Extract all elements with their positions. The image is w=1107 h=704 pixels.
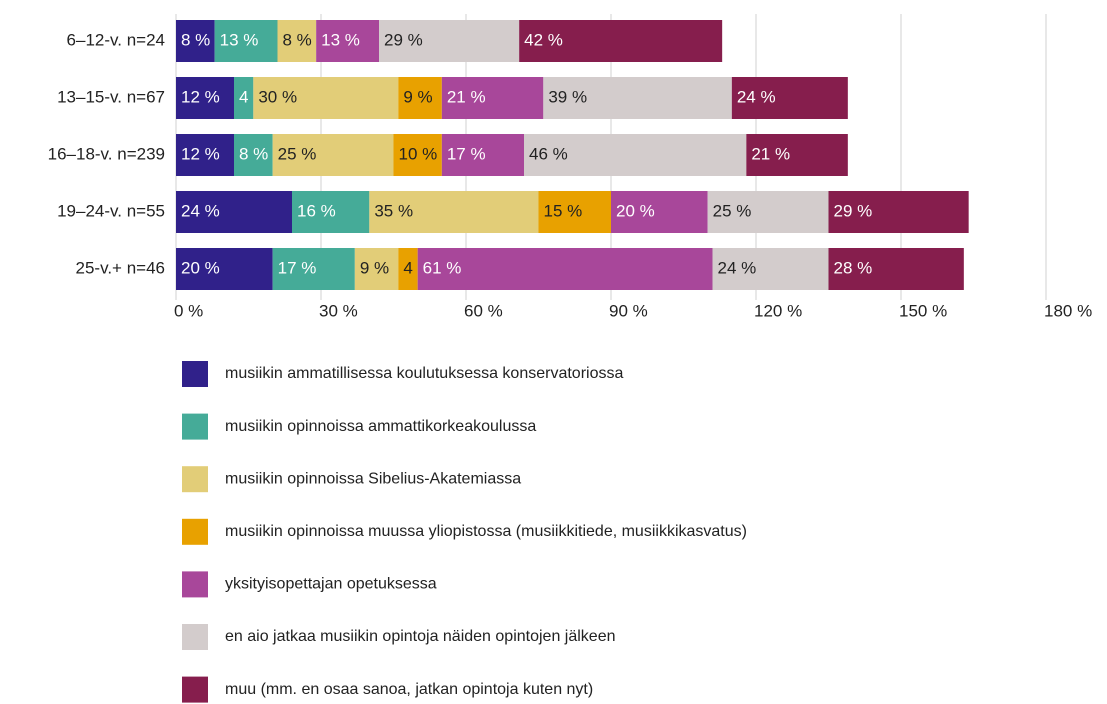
data-label: 12 % (181, 87, 220, 106)
data-label: 21 % (447, 87, 486, 106)
data-label: 25 % (278, 144, 317, 163)
bar-segment (176, 134, 234, 176)
y-tick-label: 13–15-v. n=67 (57, 87, 165, 106)
data-label: 8 % (181, 30, 210, 49)
legend-swatch (182, 518, 208, 545)
bar-segment (176, 77, 234, 119)
data-label: 24 % (737, 87, 776, 106)
bar-segment (272, 248, 355, 290)
bar-segment (538, 191, 611, 233)
data-label: 8 % (239, 144, 268, 163)
data-label: 29 % (834, 201, 873, 220)
bar-segment (611, 191, 708, 233)
bar-segment (214, 20, 278, 62)
y-tick-label: 16–18-v. n=239 (48, 144, 165, 163)
legend-label: yksityisopettajan opetuksessa (225, 576, 437, 593)
data-label: 25 % (713, 201, 752, 220)
bar-segment (707, 191, 829, 233)
data-label: 9 % (360, 258, 389, 277)
bar-segment (292, 191, 370, 233)
bar-segment (731, 77, 848, 119)
y-tick-label: 19–24-v. n=55 (57, 201, 165, 220)
data-label: 21 % (751, 144, 790, 163)
bar-segment (828, 191, 969, 233)
bar-segment (417, 248, 713, 290)
data-label: 24 % (181, 201, 220, 220)
y-tick-label: 6–12-v. n=24 (67, 30, 165, 49)
bar-segment (441, 77, 544, 119)
bar-segment (354, 248, 399, 290)
legend-swatch (182, 624, 208, 650)
bar-segment (379, 20, 520, 62)
legend-label: muu (mm. en osaa sanoa, jatkan opintoja … (225, 681, 593, 698)
legend-label: musiikin opinnoissa ammattikorkeakouluss… (225, 418, 536, 435)
bar-segment (272, 134, 394, 176)
legend-label: en aio jatkaa musiikin opintoja näiden o… (225, 628, 616, 645)
bar-segment (253, 77, 399, 119)
data-label: 17 % (447, 144, 486, 163)
bar-segment (746, 134, 848, 176)
data-label: 10 % (399, 144, 438, 163)
bar-segment (369, 191, 539, 233)
data-label: 16 % (297, 201, 336, 220)
data-label: 15 % (544, 201, 583, 220)
x-tick-label: 120 % (754, 301, 802, 320)
bar-segment (234, 134, 273, 176)
bar-segment (398, 248, 418, 290)
legend-swatch (182, 466, 208, 493)
bar-segment (524, 134, 747, 176)
data-label: 12 % (181, 144, 220, 163)
legend-swatch (182, 413, 208, 440)
x-tick-label: 150 % (899, 301, 947, 320)
bar-segment (441, 134, 524, 176)
x-tick-label: 90 % (609, 301, 648, 320)
data-label: 9 % (403, 87, 432, 106)
legend-label: musiikin ammatillisessa koulutuksessa ko… (225, 365, 623, 382)
bar-segment (176, 248, 273, 290)
bar-segment (393, 134, 442, 176)
bar-segment (316, 20, 379, 62)
bar-segment (543, 77, 732, 119)
data-label: 42 % (524, 30, 563, 49)
data-label: 61 % (423, 258, 462, 277)
legend-swatch (182, 676, 208, 703)
data-label: 8 % (283, 30, 312, 49)
data-label: 30 % (258, 87, 297, 106)
data-label: 24 % (718, 258, 757, 277)
legend-label: musiikin opinnoissa Sibelius-Akatemiassa (225, 470, 521, 487)
bar-segment (712, 248, 829, 290)
data-label: 28 % (834, 258, 873, 277)
y-tick-label: 25-v.+ n=46 (76, 258, 165, 277)
data-label: 20 % (616, 201, 655, 220)
bar-segment (234, 77, 254, 119)
data-label: 46 % (529, 144, 568, 163)
data-label: 20 % (181, 258, 220, 277)
data-label: 13 % (321, 30, 360, 49)
bar-segment (398, 77, 442, 119)
legend-swatch (182, 361, 208, 387)
bar-segment (176, 191, 292, 233)
data-label: 17 % (278, 258, 317, 277)
x-tick-label: 180 % (1044, 301, 1092, 320)
bar-segment (519, 20, 723, 62)
data-label: 35 % (374, 201, 413, 220)
bar-segment (828, 248, 964, 290)
data-label: 13 % (220, 30, 259, 49)
bar-segment (277, 20, 317, 62)
x-tick-label: 0 % (174, 301, 203, 320)
x-tick-label: 30 % (319, 301, 358, 320)
bar-segment (176, 20, 215, 62)
legend-label: musiikin opinnoissa muussa yliopistossa … (225, 523, 747, 540)
data-label: 29 % (384, 30, 423, 49)
legend-swatch (182, 571, 208, 598)
x-tick-label: 60 % (464, 301, 503, 320)
data-label: 39 % (548, 87, 587, 106)
